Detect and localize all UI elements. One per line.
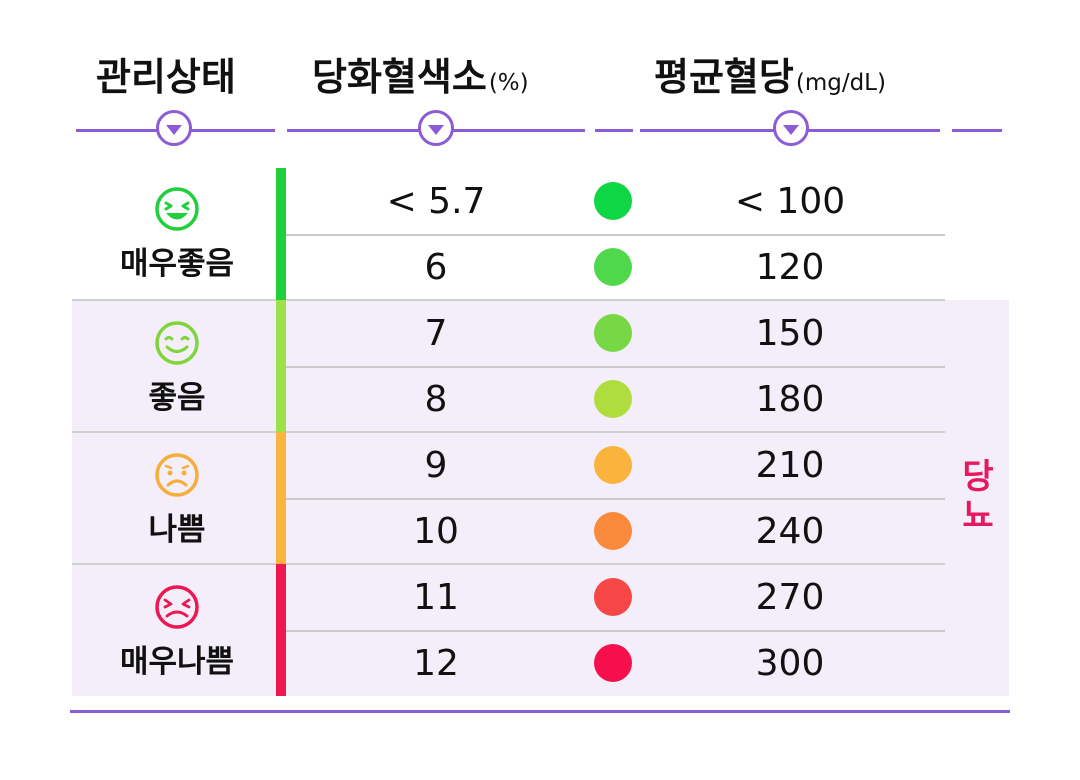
section-divider <box>72 563 945 565</box>
glucose-value: 300 <box>755 643 825 684</box>
hba1c-value: 9 <box>424 445 448 486</box>
row-divider <box>286 366 945 368</box>
glucose-value: 150 <box>755 313 825 354</box>
header-hba1c-label: 당화혈색소 <box>312 55 487 99</box>
section-divider <box>72 431 945 433</box>
status-label-very-bad: 매우나쁨 <box>119 644 235 680</box>
sort-glucose-button[interactable] <box>773 110 809 146</box>
glucose-value: < 100 <box>734 181 846 222</box>
hba1c-value: 10 <box>413 511 459 552</box>
sad-face-icon <box>155 453 199 497</box>
level-dot <box>594 512 632 550</box>
header-status-label: 관리상태 <box>96 55 236 99</box>
status-label-very-good: 매우좋음 <box>119 246 235 282</box>
smiling-face-icon <box>155 321 199 365</box>
level-dot <box>594 644 632 682</box>
level-dot <box>594 182 632 220</box>
header-hba1c: 당화혈색소(%) <box>312 58 529 96</box>
header-status: 관리상태 <box>96 58 236 96</box>
status-label-bad: 나쁨 <box>148 512 206 548</box>
level-dot <box>594 578 632 616</box>
sort-hba1c-button[interactable] <box>418 110 454 146</box>
glucose-value: 120 <box>755 247 825 288</box>
level-dot <box>594 248 632 286</box>
hba1c-value: 11 <box>413 577 459 618</box>
row-divider <box>286 234 945 236</box>
row-divider <box>286 498 945 500</box>
status-color-bar-very-good <box>276 168 286 300</box>
status-group-good: 좋음 <box>72 320 282 417</box>
hba1c-value: 7 <box>424 313 448 354</box>
glucose-value: 270 <box>755 577 825 618</box>
header-underline-dot <box>595 129 633 132</box>
glucose-value: 210 <box>755 445 825 486</box>
status-group-very-good: 매우좋음 <box>72 186 282 283</box>
row-divider <box>286 630 945 632</box>
upset-face-icon <box>155 585 199 629</box>
header-hba1c-unit: (%) <box>488 70 529 96</box>
status-color-bar-good <box>276 300 286 432</box>
hba1c-value: < 5.7 <box>386 181 486 222</box>
status-color-bar-very-bad <box>276 564 286 696</box>
status-group-bad: 나쁨 <box>72 452 282 549</box>
sort-status-button[interactable] <box>156 110 192 146</box>
status-group-very-bad: 매우나쁨 <box>72 584 282 681</box>
status-color-bar-bad <box>276 432 286 564</box>
hba1c-value: 6 <box>424 247 448 288</box>
header-underline-side <box>952 129 1002 132</box>
header-glucose-label: 평균혈당 <box>654 55 794 99</box>
header-glucose: 평균혈당(mg/dL) <box>654 58 886 96</box>
header-glucose-unit: (mg/dL) <box>795 70 886 96</box>
hba1c-value: 12 <box>413 643 459 684</box>
level-dot <box>594 446 632 484</box>
glucose-value: 240 <box>755 511 825 552</box>
section-divider <box>72 299 945 301</box>
level-dot <box>594 314 632 352</box>
status-label-good: 좋음 <box>148 380 206 416</box>
hba1c-value: 8 <box>424 379 448 420</box>
grinning-face-icon <box>155 187 199 231</box>
glucose-value: 180 <box>755 379 825 420</box>
table-bottom-line <box>70 710 1010 713</box>
level-dot <box>594 380 632 418</box>
